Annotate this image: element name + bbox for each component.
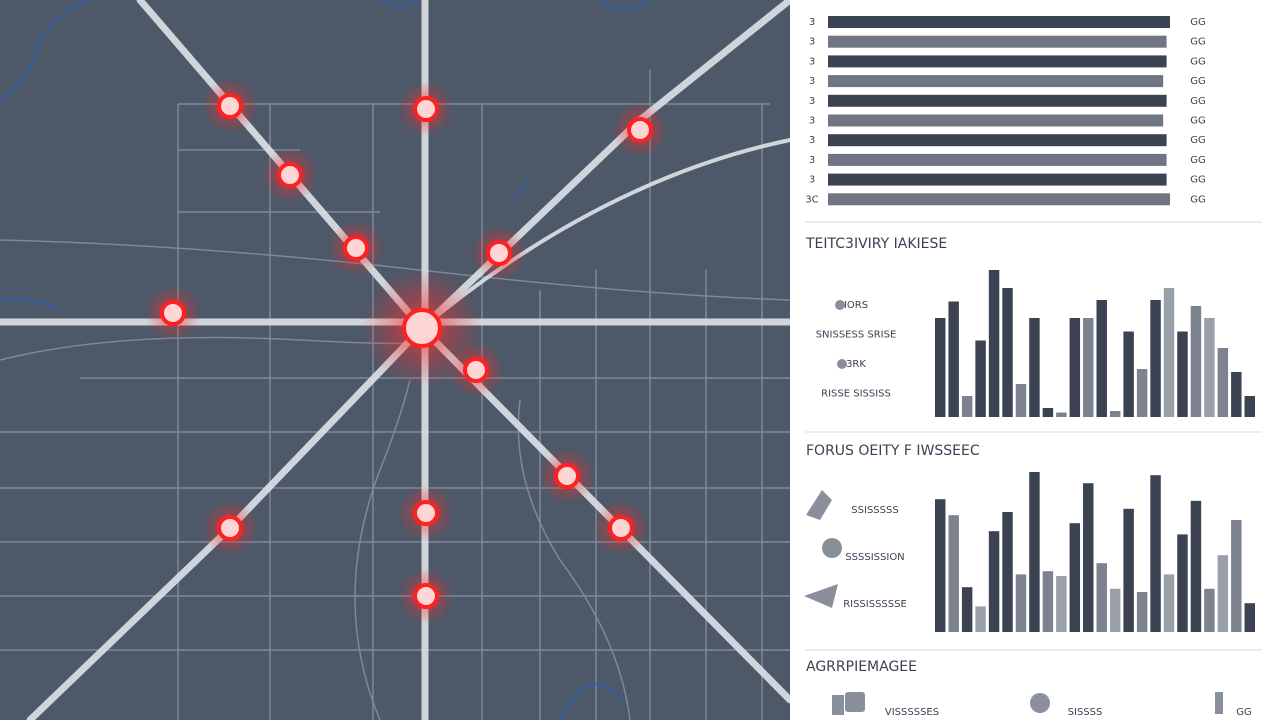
footer-item: GG xyxy=(1236,707,1252,718)
bar xyxy=(1109,411,1121,417)
hbar-value-label: GG xyxy=(1190,135,1206,146)
bar xyxy=(1056,576,1067,632)
hbar-value-label: GG xyxy=(1190,175,1206,186)
bar xyxy=(1204,318,1215,417)
hbar xyxy=(828,35,1167,48)
bar xyxy=(1015,384,1027,417)
hbar-value-label: GG xyxy=(1190,116,1206,127)
hbar-label: 3 xyxy=(809,155,815,166)
hbar-value-label: GG xyxy=(1190,37,1206,48)
chart2-title: FORUS OEITY F IWSSEEC xyxy=(806,443,980,459)
hbar-value-label: GG xyxy=(1190,76,1206,87)
hbar-label: 3 xyxy=(809,37,815,48)
hbar-label: 3C xyxy=(805,194,818,205)
map xyxy=(0,0,794,720)
bar xyxy=(961,396,973,417)
bar xyxy=(1190,306,1202,417)
hbar xyxy=(828,134,1167,147)
bar xyxy=(1042,408,1054,417)
bar xyxy=(1150,475,1161,632)
bar xyxy=(1096,563,1107,632)
bar xyxy=(1083,483,1094,632)
legend-label: RISSE SISSISS xyxy=(821,389,891,400)
bar xyxy=(1136,592,1148,632)
icons xyxy=(804,300,1223,715)
bar xyxy=(948,301,959,417)
bar xyxy=(1056,412,1067,417)
bar xyxy=(1042,571,1054,632)
bar xyxy=(1231,520,1242,632)
hbar-label: 3 xyxy=(809,116,815,127)
bar xyxy=(1123,508,1134,632)
bar xyxy=(1244,603,1255,632)
hbar-value-label: GG xyxy=(1190,155,1206,166)
legend-label: SSISSSSS xyxy=(851,505,898,516)
legend-label: SNISSESS SRISE xyxy=(816,330,897,341)
hbar xyxy=(828,16,1170,28)
hbar xyxy=(828,94,1167,107)
hotspots xyxy=(145,78,668,624)
bar xyxy=(1231,372,1242,417)
bar xyxy=(1069,318,1081,417)
bar xyxy=(975,606,986,632)
hbar-value-label: GG xyxy=(1190,96,1206,107)
legend-label: 3RK xyxy=(846,359,866,370)
hbar xyxy=(828,114,1164,127)
bar xyxy=(1150,300,1161,417)
bar xyxy=(1163,288,1175,417)
hbar xyxy=(828,55,1167,68)
bar xyxy=(1029,472,1040,632)
bar xyxy=(935,499,946,632)
hbar xyxy=(828,75,1164,88)
hbar-label: 3 xyxy=(809,135,815,146)
bar xyxy=(1069,523,1081,632)
hbar-value-label: GG xyxy=(1190,56,1206,67)
bar xyxy=(988,531,1000,632)
legend-label: IORS xyxy=(844,300,868,311)
hbar-label: 3 xyxy=(809,17,815,28)
bar xyxy=(975,340,986,417)
bar xyxy=(1177,331,1188,417)
bar xyxy=(1136,369,1148,417)
bar xyxy=(1123,331,1134,417)
bar xyxy=(1015,574,1027,632)
bar xyxy=(1163,574,1175,632)
bar xyxy=(1029,318,1040,417)
bar xyxy=(1217,555,1229,632)
footer-item: SISSSS xyxy=(1068,707,1103,718)
hbar-label: 3 xyxy=(809,76,815,87)
footer-item: VISSSSSES xyxy=(885,707,939,718)
bar xyxy=(1204,588,1215,632)
bar xyxy=(948,515,959,632)
legend-label: RISSISSSSSE xyxy=(843,599,907,610)
hbar xyxy=(828,193,1170,206)
hbar-label: 3 xyxy=(809,96,815,107)
bar xyxy=(935,318,946,417)
hbar-value-label: GG xyxy=(1190,194,1206,205)
bar xyxy=(1217,348,1229,417)
bar xyxy=(1002,512,1013,632)
bar xyxy=(1109,588,1121,632)
hbar-label: 3 xyxy=(809,175,815,186)
footer-title: AGRRPIEMAGEE xyxy=(806,659,917,675)
bar xyxy=(1177,534,1188,632)
bar xyxy=(1190,500,1202,632)
bar xyxy=(1002,288,1013,417)
chart1-title: TEITC3IVIRY IAKIESE xyxy=(805,236,947,252)
hbar-value-label: GG xyxy=(1190,17,1206,28)
hbar-label: 3 xyxy=(809,56,815,67)
hbar xyxy=(828,173,1167,186)
bar xyxy=(1244,396,1255,417)
legend-label: SSSSISSION xyxy=(845,552,904,563)
bar xyxy=(1096,300,1107,417)
bar xyxy=(1083,318,1094,417)
hbar xyxy=(828,153,1167,166)
bar xyxy=(988,270,1000,417)
bar xyxy=(961,587,973,632)
